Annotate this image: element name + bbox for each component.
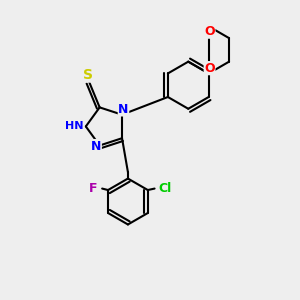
Text: Cl: Cl (159, 182, 172, 195)
Text: S: S (83, 68, 93, 82)
Text: HN: HN (65, 122, 84, 131)
Text: F: F (89, 182, 98, 195)
Text: O: O (204, 61, 215, 75)
Text: N: N (91, 140, 101, 153)
Text: N: N (118, 103, 129, 116)
Text: O: O (204, 25, 215, 38)
